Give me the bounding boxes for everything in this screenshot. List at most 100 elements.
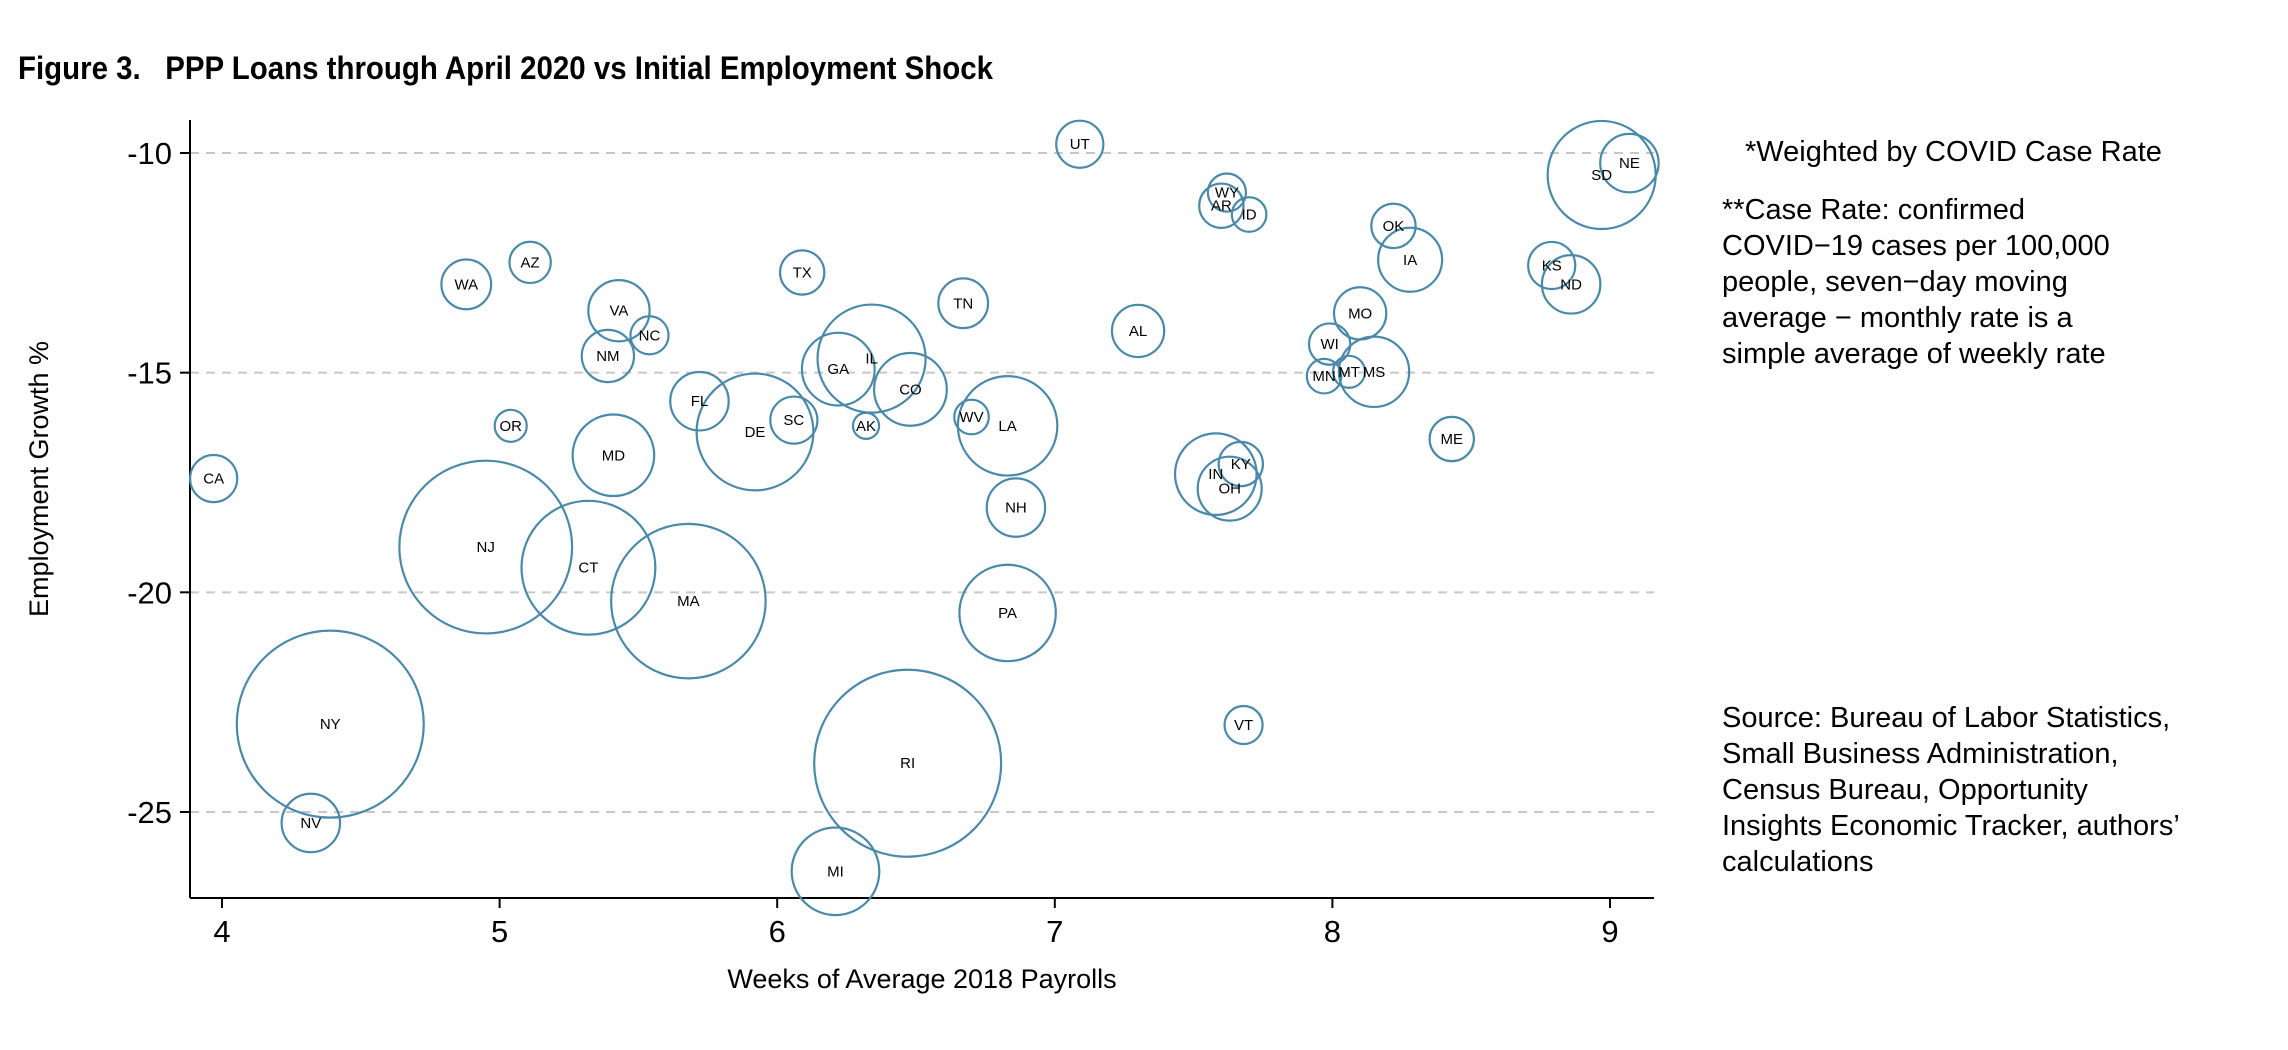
bubble-label: VT: [1234, 717, 1253, 734]
bubble-ny: [235, 629, 425, 819]
bubble-wy: [1206, 172, 1248, 213]
bubble-label: MI: [827, 863, 844, 880]
bubble-ia: [1377, 226, 1444, 293]
bubble-label: MO: [1348, 305, 1372, 322]
bubble-ma: [610, 522, 767, 680]
bubble-label: AZ: [521, 254, 540, 271]
bubble-al: [1110, 303, 1166, 359]
x-tick-label: 8: [1324, 914, 1341, 949]
bubble-ut: [1055, 119, 1105, 169]
bubble-ri: [813, 668, 1003, 858]
bubble-label: SC: [783, 412, 804, 429]
bubble-label: OH: [1218, 481, 1241, 498]
x-axis-label: Weeks of Average 2018 Payrolls: [727, 964, 1116, 994]
bubble-id: [1230, 196, 1268, 233]
bubble-label: CT: [578, 560, 598, 577]
bubble-or: [493, 408, 528, 443]
bubble-nv: [280, 792, 342, 854]
bubble-label: CA: [203, 471, 224, 488]
bubble-label: UT: [1070, 136, 1090, 153]
x-tick-label: 6: [769, 914, 786, 949]
bubble-label: PA: [998, 605, 1017, 622]
bubble-label: AR: [1211, 198, 1232, 215]
bubble-ar: [1198, 182, 1245, 229]
bubble-ct: [520, 499, 657, 636]
bubble-label: WV: [959, 409, 983, 426]
bubble-label: WA: [454, 276, 478, 293]
bubble-wa: [440, 258, 493, 311]
bubble-label: IN: [1208, 466, 1223, 483]
y-tick-label: -20: [127, 575, 172, 610]
x-tick-label: 7: [1046, 914, 1063, 949]
y-tick-label: -15: [127, 356, 172, 391]
bubble-label: LA: [998, 418, 1016, 435]
bubble-il: [816, 303, 927, 414]
bubble-label: ID: [1242, 207, 1257, 224]
bubble-nd: [1540, 254, 1602, 315]
bubble-label: SD: [1591, 167, 1612, 184]
bubble-label: AK: [856, 418, 876, 435]
bubble-label: NV: [300, 815, 321, 832]
x-tick-label: 4: [213, 914, 230, 949]
x-tick-label: 9: [1601, 914, 1618, 949]
bubble-label: DE: [745, 424, 766, 441]
bubble-co: [872, 351, 948, 427]
bubble-label: MT: [1338, 364, 1360, 381]
y-axis-label: Employment Growth %: [24, 341, 54, 617]
bubble-label: MA: [677, 593, 700, 610]
bubble-label: NY: [320, 716, 341, 733]
bubble-label: OR: [499, 418, 522, 435]
bubble-label: FL: [691, 393, 709, 410]
bubble-in: [1173, 432, 1258, 517]
bubble-label: IL: [865, 351, 878, 368]
bubble-tx: [778, 249, 826, 296]
bubble-label: TX: [793, 264, 812, 281]
bubble-chart: -10 -15 -20 -25 4 5 6 7 8 9 Weeks of Average 2018 …: [24, 119, 1660, 994]
bubble-label: NM: [596, 348, 619, 365]
y-tick-label: -10: [127, 136, 172, 171]
bubble-ak: [851, 411, 881, 440]
bubble-pa: [958, 563, 1057, 663]
bubble-label: AL: [1129, 323, 1147, 340]
bubble-nc: [629, 315, 670, 356]
bubble-label: IA: [1403, 252, 1417, 269]
bubble-mt: [1331, 354, 1367, 389]
bubble-az: [508, 240, 552, 285]
y-tick-label: -25: [127, 795, 172, 830]
bubble-label: VA: [610, 303, 629, 320]
bubble-label: NJ: [477, 539, 495, 556]
bubble-label: NE: [1619, 155, 1640, 172]
bubble-label: TN: [953, 295, 973, 312]
bubble-ga: [800, 331, 876, 407]
bubble-mn: [1305, 357, 1343, 395]
bubble-label: KY: [1231, 456, 1251, 473]
bubble-nh: [985, 477, 1047, 538]
bubble-ok: [1370, 202, 1417, 250]
bubble-tn: [937, 277, 990, 330]
case-rate-note: **Case Rate: confirmed COVID−19 cases pe…: [1722, 194, 2110, 370]
bubble-oh: [1196, 455, 1263, 522]
bubble-md: [571, 413, 656, 498]
bubble-label: NC: [639, 327, 661, 344]
bubble-ne: [1599, 132, 1660, 194]
bubble-label: WI: [1320, 336, 1338, 353]
chart-title: Figure 3. PPP Loans through April 2020 v…: [18, 50, 994, 86]
bubble-wv: [953, 398, 990, 436]
bubble-sc: [769, 395, 819, 445]
bubble-nj: [398, 459, 574, 635]
weighting-note: *Weighted by COVID Case Rate: [1745, 136, 2162, 168]
bubble-wi: [1307, 322, 1352, 366]
bubble-mi: [790, 826, 881, 917]
bubble-label: MN: [1312, 368, 1335, 385]
bubble-label: NH: [1005, 500, 1027, 517]
bubble-label: RI: [900, 755, 915, 772]
bubble-nm: [580, 328, 636, 384]
bubble-label: OK: [1383, 218, 1405, 235]
bubble-me: [1428, 415, 1476, 463]
x-tick-label: 5: [491, 914, 508, 949]
bubble-label: CO: [899, 381, 922, 398]
bubble-fl: [669, 370, 730, 432]
source-note: Source: Bureau of Labor Statistics, Smal…: [1722, 702, 2180, 878]
bubble-label: MD: [602, 447, 625, 464]
bubble-ca: [189, 453, 239, 504]
